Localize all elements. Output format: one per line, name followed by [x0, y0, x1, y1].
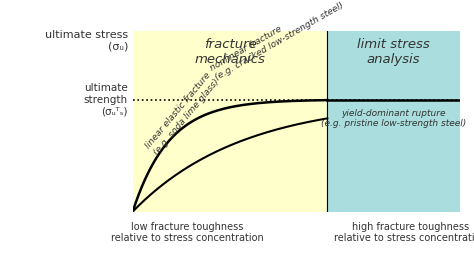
Text: nonlinear fracture
(e.g. cracked low-strength steel): nonlinear fracture (e.g. cracked low-str… [208, 0, 345, 82]
Text: high fracture toughness
relative to stress concentration: high fracture toughness relative to stre… [334, 222, 474, 244]
Bar [133, 31, 328, 212]
Text: fracture
mechanics: fracture mechanics [195, 38, 265, 66]
Bar [328, 31, 460, 212]
Text: yield-dominant rupture
(e.g. pristine low-strength steel): yield-dominant rupture (e.g. pristine lo… [321, 109, 466, 128]
Text: linear elastic fracture
(e.g. soda lime glass): linear elastic fracture (e.g. soda lime … [144, 71, 221, 157]
Text: ultimate stress
(σᵤ): ultimate stress (σᵤ) [45, 30, 128, 51]
Text: low fracture toughness
relative to stress concentration: low fracture toughness relative to stres… [111, 222, 264, 244]
Text: limit stress
analysis: limit stress analysis [357, 38, 430, 66]
Text: ultimate
strength
(σᵤᵀₛ): ultimate strength (σᵤᵀₛ) [84, 83, 128, 116]
